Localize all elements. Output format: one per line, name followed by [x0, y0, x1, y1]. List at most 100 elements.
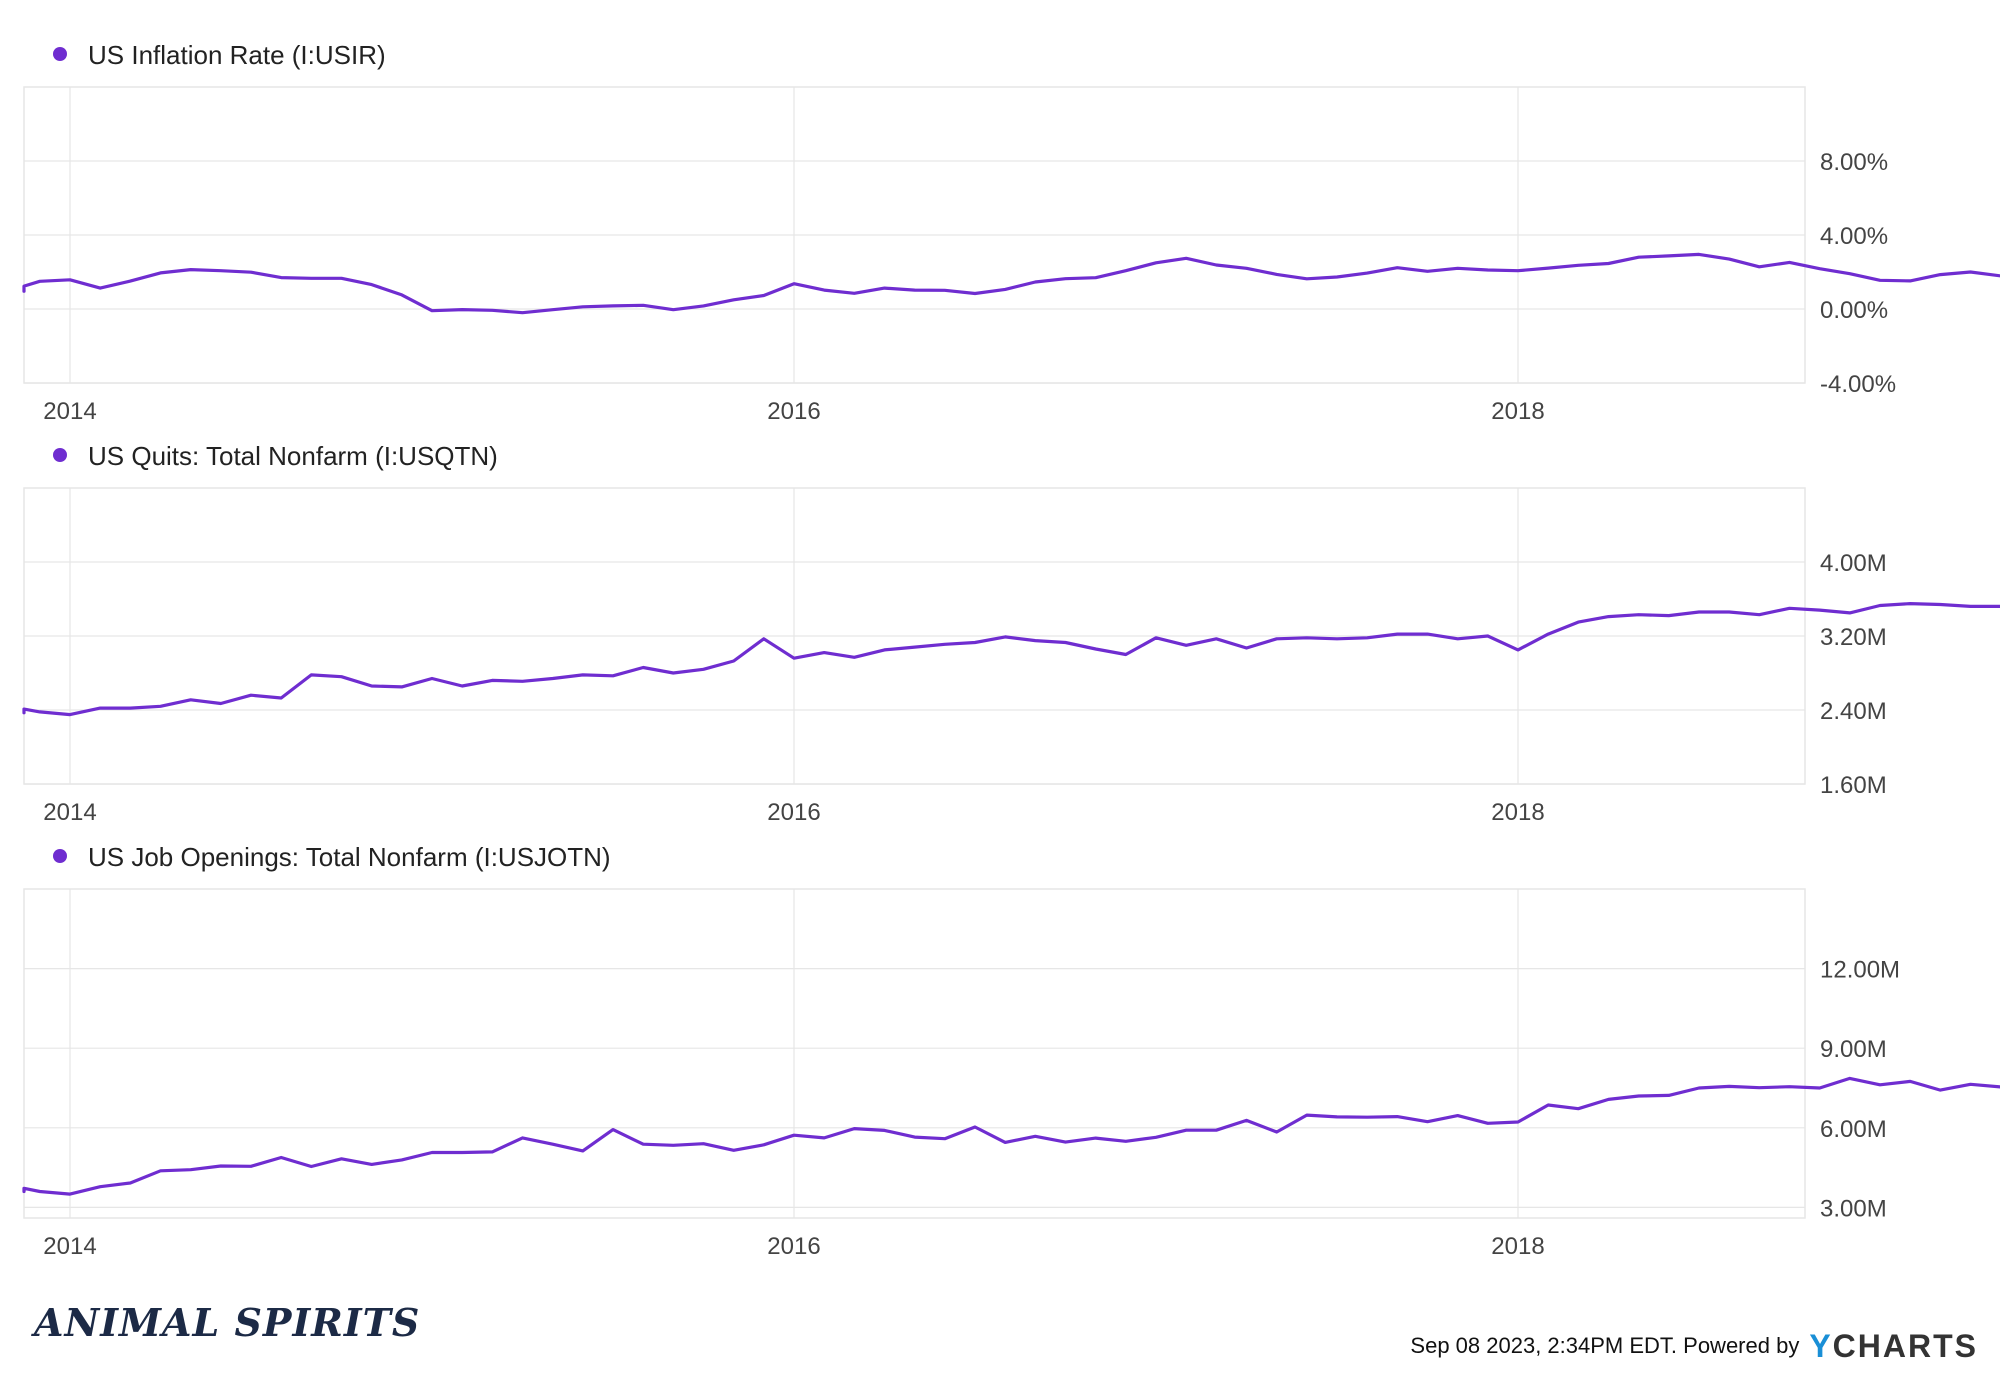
data-point: [22, 707, 27, 712]
data-point: [973, 291, 978, 296]
data-point: [68, 1192, 73, 1197]
data-point: [1455, 1113, 1460, 1118]
data-point: [1003, 287, 1008, 292]
data-point: [761, 1142, 766, 1147]
data-point: [520, 679, 525, 684]
data-point: [279, 696, 284, 701]
data-point: [158, 270, 163, 275]
y-tick-label: 6.00M: [1820, 1116, 1887, 1143]
data-point: [611, 1127, 616, 1132]
data-point: [22, 284, 27, 289]
y-tick-label: 12.00M: [1820, 957, 1900, 984]
data-point: [339, 674, 344, 679]
x-tick-label: 2016: [767, 799, 820, 826]
data-point: [1757, 612, 1762, 617]
series-line: [22, 1076, 2000, 1196]
data-point: [37, 1189, 42, 1194]
data-point: [98, 1184, 103, 1189]
y-tick-label: -4.00%: [1820, 371, 1896, 398]
data-point: [309, 1164, 314, 1169]
data-point: [1636, 255, 1641, 260]
data-point: [309, 276, 314, 281]
x-tick-label: 2016: [767, 398, 820, 425]
data-point: [1697, 610, 1702, 615]
chart-panel-1: 201420162018202020228.00%4.00%0.00%-4.00…: [22, 40, 2000, 425]
data-point: [671, 307, 676, 312]
data-point: [1968, 270, 1973, 275]
data-point: [822, 288, 827, 293]
data-point: [98, 706, 103, 711]
x-tick-label: 2018: [1491, 799, 1544, 826]
data-point: [731, 1148, 736, 1153]
y-tick-label: 0.00%: [1820, 297, 1888, 324]
data-point: [369, 1162, 374, 1167]
data-point: [912, 645, 917, 650]
data-point: [188, 267, 193, 272]
data-point: [701, 667, 706, 672]
data-point: [1244, 1118, 1249, 1123]
chart-title: US Job Openings: Total Nonfarm (I:USJOTN…: [88, 842, 611, 872]
data-point: [37, 279, 42, 284]
data-point: [580, 672, 585, 677]
data-point: [490, 308, 495, 313]
data-point: [731, 659, 736, 664]
data-point: [580, 304, 585, 309]
data-point: [218, 268, 223, 273]
chart-title: US Quits: Total Nonfarm (I:USQTN): [88, 441, 498, 471]
data-point: [1636, 612, 1641, 617]
data-point: [611, 303, 616, 308]
data-point: [1666, 1093, 1671, 1098]
data-point: [912, 1135, 917, 1140]
data-point: [460, 1150, 465, 1155]
data-point: [1757, 264, 1762, 269]
x-tick-label: 2014: [43, 398, 96, 425]
data-point: [761, 293, 766, 298]
data-point: [339, 276, 344, 281]
ycharts-logo[interactable]: YCHARTS: [1809, 1327, 1978, 1364]
data-point: [1606, 261, 1611, 266]
data-point: [399, 292, 404, 297]
data-point: [1666, 253, 1671, 258]
data-point: [942, 642, 947, 647]
data-point: [1938, 272, 1943, 277]
data-point: [1033, 280, 1038, 285]
data-point: [1395, 1114, 1400, 1119]
data-point: [1425, 632, 1430, 637]
data-point: [882, 1128, 887, 1133]
data-point: [1123, 652, 1128, 657]
data-point: [1033, 1134, 1038, 1139]
x-tick-label: 2014: [43, 799, 96, 826]
data-point: [973, 640, 978, 645]
data-point: [822, 650, 827, 655]
data-point: [1636, 1094, 1641, 1099]
data-point: [1214, 636, 1219, 641]
data-point: [1938, 1088, 1943, 1093]
footer-timestamp: Sep 08 2023, 2:34PM EDT. Powered by: [1410, 1333, 1800, 1358]
x-tick-label: 2018: [1491, 398, 1544, 425]
data-point: [1274, 1130, 1279, 1135]
data-point: [249, 1164, 254, 1169]
data-point: [1576, 620, 1581, 625]
data-point: [1485, 1121, 1490, 1126]
data-point: [279, 275, 284, 280]
data-point: [430, 1150, 435, 1155]
chart-panel-3: 2014201620182020202212.00M9.00M6.00M3.00…: [22, 842, 2000, 1260]
data-point: [882, 286, 887, 291]
data-point: [1365, 635, 1370, 640]
data-point: [1968, 604, 1973, 609]
data-point: [1787, 606, 1792, 611]
data-point: [1546, 1103, 1551, 1108]
data-point: [1727, 1084, 1732, 1089]
series-line: [22, 601, 2000, 717]
data-point: [1274, 272, 1279, 277]
data-point: [399, 1157, 404, 1162]
data-point: [1274, 636, 1279, 641]
data-point: [580, 1148, 585, 1153]
data-point: [1576, 263, 1581, 268]
y-tick-label: 4.00M: [1820, 550, 1887, 577]
data-point: [1485, 268, 1490, 273]
data-point: [1093, 647, 1098, 652]
data-point: [430, 676, 435, 681]
data-point: [1817, 1086, 1822, 1091]
